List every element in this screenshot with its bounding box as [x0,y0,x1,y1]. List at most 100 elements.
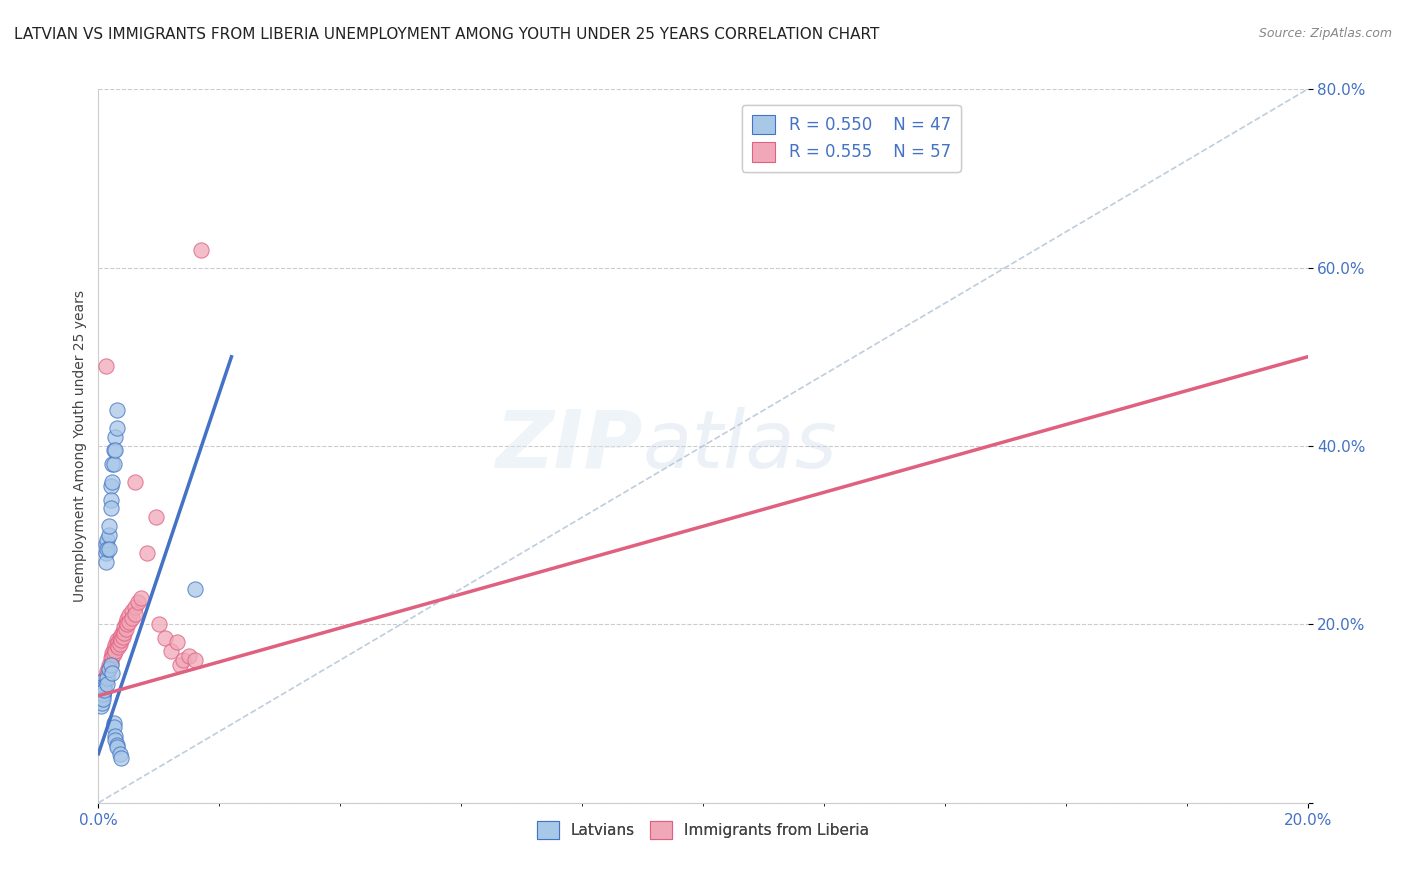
Point [98,528,121,542]
Point [98,662,121,676]
Point [111,630,134,644]
Point [112,626,135,640]
Point [100,475,122,489]
Point [105,740,128,755]
Point [184,582,207,596]
Point [98,541,121,556]
Point [114,622,136,636]
Point [93,678,115,692]
Text: atlas: atlas [643,407,838,485]
Point [104,430,127,444]
Point [94,669,117,683]
Point [100,650,122,665]
Point [114,615,136,630]
Point [103,443,125,458]
Point [100,479,122,493]
Point [105,403,128,417]
Point [90,681,112,696]
Point [90,684,112,698]
Point [90,675,112,690]
Point [108,747,131,761]
Point [94,537,117,551]
Point [110,751,132,765]
Point [129,591,152,605]
Point [184,653,207,667]
Point [103,457,125,471]
Point [153,631,176,645]
Point [118,615,141,629]
Point [105,632,128,647]
Point [96,671,118,685]
Point [91,678,114,692]
Point [91,683,114,698]
Point [104,644,127,658]
Point [94,674,117,689]
Point [90,693,112,707]
Point [94,359,117,373]
Point [96,533,118,547]
Point [91,689,114,703]
Point [104,729,127,743]
Point [93,683,115,698]
Text: ZIP: ZIP [495,407,643,485]
Point [110,633,132,648]
Point [148,617,170,632]
Point [190,243,212,257]
Point [100,646,122,660]
Point [94,555,117,569]
Point [98,657,121,672]
Point [91,687,114,701]
Point [93,684,115,698]
Point [98,519,121,533]
Point [117,612,139,626]
Point [112,620,135,634]
Point [117,617,139,632]
Text: LATVIAN VS IMMIGRANTS FROM LIBERIA UNEMPLOYMENT AMONG YOUTH UNDER 25 YEARS CORRE: LATVIAN VS IMMIGRANTS FROM LIBERIA UNEMP… [14,27,879,42]
Point [108,631,131,645]
Point [100,492,122,507]
Point [90,680,112,694]
Point [100,656,122,670]
Point [135,546,157,560]
Point [121,604,143,618]
Point [96,668,118,682]
Point [90,680,112,694]
Point [104,638,127,652]
Point [100,457,122,471]
Point [105,738,128,752]
Point [103,647,125,661]
Point [110,628,132,642]
Point [96,541,118,556]
Point [103,715,125,730]
Point [91,681,114,696]
Y-axis label: Unemployment Among Youth under 25 years: Unemployment Among Youth under 25 years [73,290,87,602]
Point [93,680,115,694]
Point [90,699,112,714]
Point [118,608,141,623]
Point [100,651,122,665]
Point [91,696,114,710]
Point [91,692,114,706]
Point [107,635,129,649]
Point [96,664,118,678]
Point [124,475,146,489]
Legend: Latvians, Immigrants from Liberia: Latvians, Immigrants from Liberia [531,815,875,845]
Point [100,501,122,516]
Point [160,644,183,658]
Point [127,595,149,609]
Point [179,648,201,663]
Point [104,443,127,458]
Point [121,611,143,625]
Point [124,607,146,621]
Point [107,640,129,654]
Text: Source: ZipAtlas.com: Source: ZipAtlas.com [1258,27,1392,40]
Point [96,677,118,691]
Point [103,642,125,657]
Point [104,733,127,747]
Point [93,673,115,687]
Point [103,720,125,734]
Point [98,662,121,676]
Point [91,690,114,705]
Point [94,546,117,560]
Point [111,624,134,639]
